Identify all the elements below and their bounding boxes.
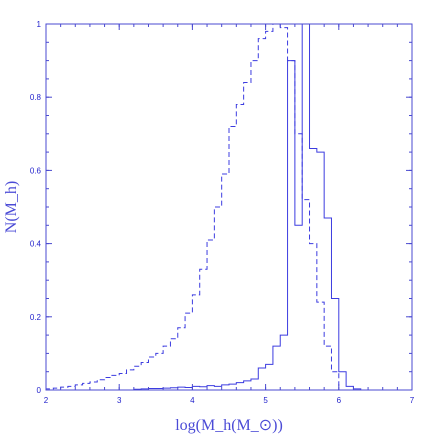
series-solid-histogram [46, 23, 412, 391]
series-dashed-histogram [45, 23, 412, 391]
plot-frame [45, 23, 413, 391]
y-tick-label: 0.6 [30, 166, 42, 175]
series-layer [45, 23, 412, 391]
y-tick-label: 1 [37, 20, 42, 29]
x-tick-label: 5 [263, 396, 268, 405]
y-tick-label: 0.8 [30, 93, 42, 102]
x-tick-label: 3 [117, 396, 122, 405]
tick-layer: 2 3 4 5 6 7 0 0.2 0.4 0.6 0.8 1 [30, 20, 415, 405]
x-tick-label: 6 [337, 396, 342, 405]
y-tick-label: 0 [37, 386, 42, 395]
y-tick-label: 0.2 [30, 313, 42, 322]
y-axis-title: N(M_h) [3, 181, 20, 233]
x-tick-label: 2 [44, 396, 49, 405]
x-tick-label: 7 [410, 396, 415, 405]
x-axis-title: log(M_h(M_⊙)) [175, 417, 283, 434]
y-tick-label: 0.4 [30, 240, 42, 249]
x-tick-label: 4 [190, 396, 195, 405]
